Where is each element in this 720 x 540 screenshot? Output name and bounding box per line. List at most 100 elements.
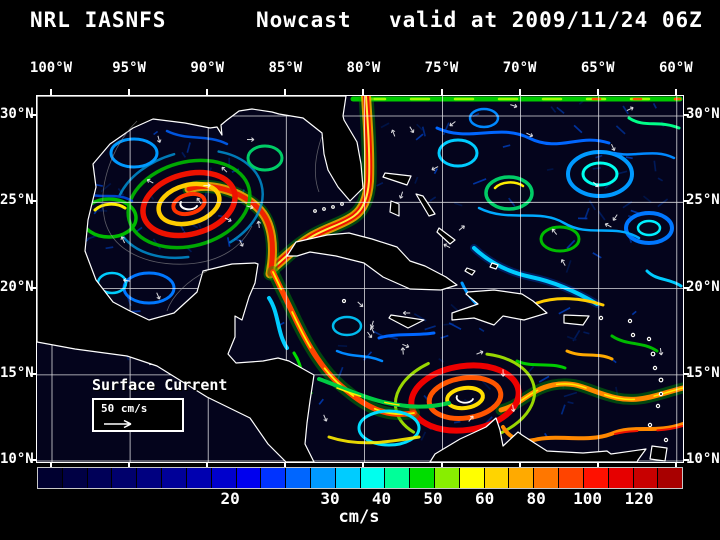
colorbar-segment — [459, 468, 485, 488]
lon-label: 65°W — [580, 60, 615, 76]
south-america — [429, 417, 647, 462]
colorbar-segment — [385, 468, 411, 488]
lon-label: 100°W — [29, 60, 73, 76]
lat-tick-left — [30, 286, 36, 289]
lat-label-right: 10°N — [686, 451, 720, 468]
lon-tick-bottom — [50, 462, 52, 467]
bahamas — [382, 172, 499, 276]
colorbar-segment — [608, 468, 634, 488]
lon-tick-top — [284, 89, 287, 95]
lat-label-left: 20°N — [0, 278, 34, 295]
lesser-antilles — [598, 315, 669, 443]
colorbar-segment — [310, 468, 336, 488]
lon-tick-bottom — [596, 462, 599, 467]
lon-tick-top — [128, 89, 131, 95]
puerto-rico — [563, 314, 590, 326]
lat-tick-left — [30, 372, 36, 375]
lon-tick-bottom — [362, 462, 365, 467]
trinidad — [649, 445, 668, 462]
scale-arrow-icon — [104, 419, 132, 429]
lon-label: 80°W — [346, 60, 381, 76]
colorbar-segment — [112, 468, 138, 488]
colorbar-segment — [435, 468, 460, 488]
colorbar-segment — [38, 468, 63, 488]
colorbar-tick-label: 20 — [220, 489, 240, 508]
lat-tick-right — [683, 372, 689, 375]
lat-label-left: 25°N — [0, 192, 34, 209]
lon-label: 70°W — [502, 60, 537, 76]
colorbar-segment — [658, 468, 683, 488]
lon-tick-bottom — [518, 462, 521, 467]
hispaniola — [451, 289, 548, 326]
colorbar-segment — [286, 468, 311, 488]
lat-label-right: 30°N — [686, 106, 720, 122]
colorbar-segment — [410, 468, 435, 488]
lon-tick-bottom — [128, 462, 131, 467]
lat-tick-left — [30, 114, 36, 116]
colorbar-units-label: cm/s — [338, 507, 380, 527]
lon-label: 85°W — [268, 60, 303, 76]
colorbar-tick-label: 30 — [320, 489, 340, 508]
valid-time: valid at 2009/11/24 06Z — [389, 8, 703, 32]
cayman-islands — [341, 298, 347, 304]
lat-tick-right — [683, 459, 689, 462]
colorbar-segment — [186, 468, 212, 488]
colorbar-segment — [261, 468, 287, 488]
colorbar-segment — [484, 468, 510, 488]
colorbar-segment — [211, 468, 237, 488]
colorbar-segment — [62, 468, 88, 488]
north-central-america — [37, 96, 364, 462]
lat-label-right: 20°N — [686, 278, 720, 295]
colorbar-segment — [236, 468, 262, 488]
colorbar-tick-label: 40 — [371, 489, 392, 508]
lon-tick-top — [596, 89, 599, 95]
loop-current-eddy — [114, 148, 264, 260]
lon-label: 75°W — [424, 60, 459, 76]
lon-tick-top — [206, 89, 209, 95]
colorbar-tick-label: 100 — [573, 489, 603, 508]
colorbar-segment — [360, 468, 386, 488]
colorbar-segment — [137, 468, 163, 488]
colorbar-segment — [335, 468, 361, 488]
lat-label-left: 15°N — [0, 364, 34, 381]
colorbar-segment — [162, 468, 187, 488]
colorbar-tick-label: 50 — [423, 489, 443, 508]
jamaica — [388, 314, 425, 329]
colorbar-tick-label: 120 — [624, 489, 654, 508]
colorbar-segment — [509, 468, 535, 488]
product-name: NRL IASNFS — [30, 8, 167, 32]
lon-tick-top — [518, 89, 521, 95]
lat-tick-left — [30, 459, 36, 462]
lon-tick-bottom — [440, 462, 443, 467]
lat-tick-right — [683, 114, 689, 116]
colorbar-segment — [633, 468, 659, 488]
lon-tick-top — [440, 89, 443, 95]
lon-tick-bottom — [674, 462, 677, 467]
cuba — [286, 232, 458, 291]
lon-tick-bottom — [206, 462, 209, 467]
current-scale-box: 50 cm/s — [92, 398, 184, 432]
lon-label: 90°W — [190, 60, 225, 76]
lat-tick-right — [683, 200, 689, 203]
lon-label: 95°W — [112, 60, 146, 76]
lat-tick-right — [683, 286, 689, 289]
lat-label-left: 10°N — [0, 451, 34, 468]
colorbar-segment — [583, 468, 609, 488]
landmasses — [37, 96, 669, 462]
lon-tick-top — [362, 89, 365, 95]
scale-value-label: 50 cm/s — [101, 402, 148, 415]
lon-tick-top — [50, 89, 52, 95]
lon-tick-bottom — [284, 462, 287, 467]
lat-label-right: 25°N — [686, 192, 720, 209]
lon-label: 60°W — [658, 60, 693, 76]
florida-keys — [313, 202, 344, 213]
colorbar-tick-label: 80 — [526, 489, 546, 508]
bathymetry-contours — [102, 120, 323, 312]
colorbar-segment — [559, 468, 584, 488]
lon-tick-top — [674, 89, 677, 95]
run-mode: Nowcast — [256, 8, 352, 32]
lat-tick-left — [30, 200, 36, 203]
colorbar-segment — [534, 468, 560, 488]
surface-current-annotation: Surface Current — [92, 376, 228, 394]
